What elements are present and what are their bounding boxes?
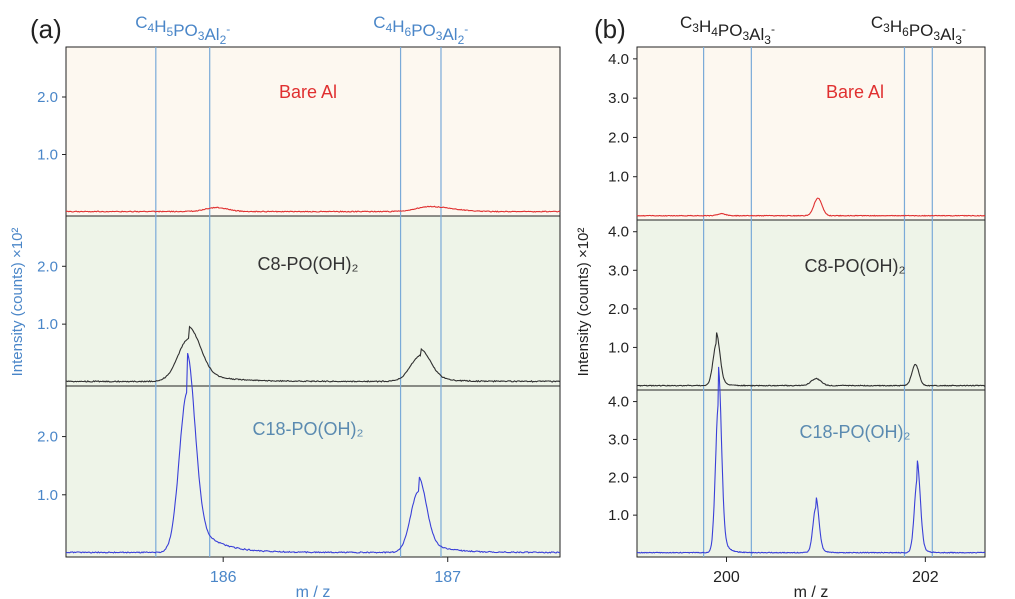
panel-letter: (b) [594, 14, 626, 44]
y-tick-label: 2.0 [608, 129, 629, 146]
formula-part: Al [442, 25, 457, 44]
formula-part: 3 [198, 29, 205, 43]
formula-part: 4 [148, 21, 155, 35]
series-line-3 [636, 366, 986, 554]
y-tick-label: 1.0 [37, 316, 58, 333]
series-label: C8-PO(OH)₂ [258, 254, 359, 274]
formula-part: PO [718, 21, 743, 40]
formula-part: Al [749, 25, 764, 44]
series-label: C18-PO(OH)₂ [800, 422, 911, 442]
formula-part: PO [909, 21, 934, 40]
formula-part: 2 [220, 33, 227, 47]
subplot-3 [65, 385, 561, 558]
x-tick-label: 202 [912, 569, 939, 586]
series-line-1 [636, 197, 986, 217]
x-axis-label: m / z [794, 584, 829, 599]
series-label: Bare Al [279, 82, 337, 102]
formula-part: 3 [933, 29, 940, 43]
formula-part: C [680, 13, 692, 32]
y-tick-label: 2.0 [37, 429, 58, 446]
formula-part: C [135, 13, 147, 32]
series-line-3 [65, 352, 561, 554]
formula-part: - [464, 22, 468, 36]
panel-a: 1.0 2.0 Bare Al 1.0 2.0 C8-PO(OH)₂ 1.0 2.0 C18-P… [9, 13, 561, 599]
formula-part: H [890, 17, 902, 36]
series-line-2 [65, 325, 561, 383]
formula-part: C [373, 13, 385, 32]
subplot-2 [636, 219, 986, 391]
y-tick-label: 2.0 [608, 301, 629, 318]
formula-part: Al [204, 25, 219, 44]
y-axis-label: Intensity (counts) ×10² [575, 228, 592, 377]
subplot-2 [65, 215, 561, 387]
formula-part: 2 [458, 33, 465, 47]
peak-formula-label: C3H6PO3Al3- [871, 13, 966, 47]
y-tick-label: 1.0 [608, 507, 629, 524]
series-line-1 [66, 205, 561, 213]
formula-part: 3 [764, 33, 771, 47]
y-tick-label: 1.0 [37, 147, 58, 164]
y-tick-label: 3.0 [608, 90, 629, 107]
formula-part: H [699, 17, 711, 36]
formula-part: 3 [955, 33, 962, 47]
formula-part: PO [411, 21, 436, 40]
formula-part: C [871, 13, 883, 32]
y-tick-label: 2.0 [37, 89, 58, 106]
formula-part: H [154, 17, 166, 36]
y-tick-label: 4.0 [608, 394, 629, 411]
peak-formula-label: C4H5PO3Al2- [135, 13, 230, 47]
formula-part: 4 [386, 21, 393, 35]
y-tick-label: 4.0 [608, 224, 629, 241]
formula-part: PO [173, 21, 198, 40]
formula-part: 5 [167, 25, 174, 39]
series-label: C18-PO(OH)₂ [253, 419, 364, 439]
formula-part: Al [940, 25, 955, 44]
formula-part: 3 [742, 29, 749, 43]
x-tick-label: 187 [434, 569, 461, 586]
y-tick-label: 1.0 [608, 339, 629, 356]
y-tick-label: 2.0 [37, 258, 58, 275]
panel-b: 1.0 2.0 3.0 4.0 Bare Al 1.0 2.0 3.0 4.0 C8-PO(OH)… [575, 13, 986, 599]
series-line-2 [636, 332, 986, 387]
formula-part: - [962, 22, 966, 36]
x-tick-label: 200 [713, 569, 740, 586]
y-tick-label: 3.0 [608, 262, 629, 279]
subplot-3 [636, 389, 986, 558]
formula-part: - [771, 22, 775, 36]
subplot-1 [65, 46, 561, 217]
formula-part: 3 [436, 29, 443, 43]
peak-formula-label: C3H4PO3Al3- [680, 13, 775, 47]
formula-part: 6 [902, 25, 909, 39]
y-tick-label: 1.0 [608, 169, 629, 186]
formula-part: 6 [405, 25, 412, 39]
panel-letter: (a) [30, 14, 62, 44]
formula-part: H [392, 17, 404, 36]
formula-part: 4 [711, 25, 718, 39]
peak-formula-label: C4H6PO3Al2- [373, 13, 468, 47]
y-tick-label: 2.0 [608, 469, 629, 486]
y-axis-label: Intensity (counts) ×10² [9, 228, 26, 377]
y-tick-label: 1.0 [37, 487, 58, 504]
series-label: C8-PO(OH)₂ [805, 256, 906, 276]
formula-part: - [226, 22, 230, 36]
series-label: Bare Al [826, 82, 884, 102]
formula-part: 3 [883, 21, 890, 35]
y-tick-label: 4.0 [608, 51, 629, 68]
y-tick-label: 3.0 [608, 431, 629, 448]
x-tick-label: 186 [210, 569, 237, 586]
formula-part: 3 [692, 21, 699, 35]
x-axis-label: m / z [296, 584, 331, 599]
